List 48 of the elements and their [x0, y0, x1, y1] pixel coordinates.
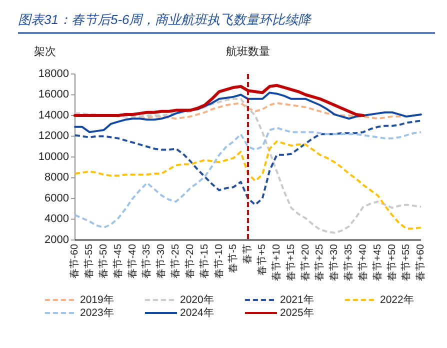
y-tick-label: 12000 — [38, 130, 69, 142]
x-tick-label: 春节+15 — [284, 244, 297, 281]
x-tick-label: 春节-60 — [68, 244, 81, 278]
x-tick-label: 春节-55 — [83, 244, 96, 278]
y-tick-label: 10000 — [38, 150, 69, 163]
x-tick-label: 春节+30 — [328, 244, 340, 281]
x-tick-label: 春节+5 — [256, 244, 268, 276]
chart-subtitle: 航班数量 — [226, 45, 270, 58]
y-tick-label: 18000 — [38, 68, 69, 80]
x-tick-label: 春节+50 — [386, 244, 398, 281]
y-tick-label: 16000 — [38, 88, 69, 101]
x-tick-label: 春节+45 — [371, 244, 384, 281]
x-tick-label: 春节-25 — [170, 244, 182, 278]
x-tick-label: 春节-5 — [227, 244, 240, 273]
legend-label: 2019年 — [80, 294, 114, 306]
y-axis-title: 架次 — [34, 45, 56, 58]
line-series — [74, 92, 422, 134]
x-tick-label: 春节-50 — [97, 244, 110, 278]
y-tick-label: 2000 — [44, 234, 69, 246]
x-tick-label: 春节-40 — [126, 244, 138, 278]
x-tick-label: 春节+20 — [299, 244, 312, 281]
line-series — [138, 102, 408, 120]
legend-label: 2022年 — [380, 294, 414, 306]
x-tick-label: 春节+40 — [356, 244, 369, 281]
x-tick-label: 春节-30 — [155, 244, 168, 278]
x-tick-label: 春节-45 — [112, 244, 124, 278]
x-tick-label: 春节-20 — [184, 244, 196, 278]
y-tick-label: 4000 — [44, 213, 69, 226]
x-tick-label: 春节+35 — [342, 244, 355, 281]
x-tick-label: 春节+55 — [400, 244, 412, 281]
x-tick-label: 春节+10 — [270, 244, 282, 281]
y-tick-label: 8000 — [44, 172, 69, 184]
y-tick-label: 14000 — [38, 109, 69, 122]
x-tick-label: 春节+60 — [414, 244, 427, 281]
x-tick-label: 春节 — [242, 244, 254, 264]
line-series — [74, 120, 422, 206]
legend-label: 2021年 — [280, 294, 314, 306]
x-tick-label: 春节-15 — [198, 244, 210, 278]
chart-title: 图表31：春节后5-6周，商业航班执飞数量环比续降 — [18, 12, 312, 27]
y-tick-label: 6000 — [44, 192, 69, 204]
line-series — [74, 98, 422, 234]
x-tick-label: 春节-35 — [140, 244, 153, 278]
x-tick-label: 春节+25 — [314, 244, 326, 281]
legend-label: 2024年 — [180, 306, 214, 319]
legend-label: 2020年 — [180, 294, 214, 306]
x-tick-label: 春节-10 — [212, 244, 225, 278]
legend-label: 2023年 — [80, 306, 114, 319]
legend-label: 2025年 — [280, 306, 314, 319]
